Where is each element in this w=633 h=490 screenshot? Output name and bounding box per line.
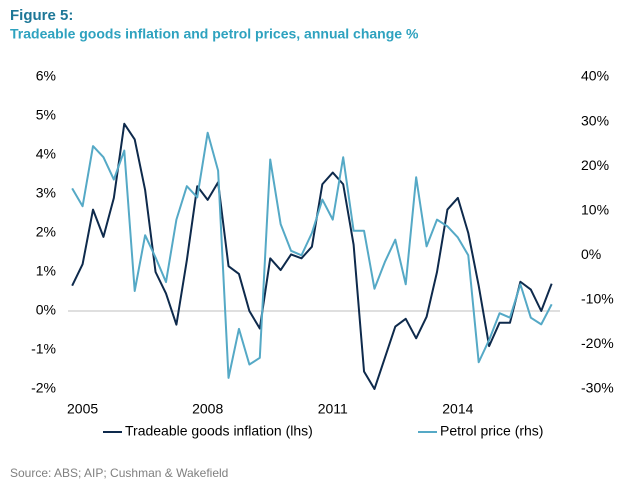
y-tick-label: 0%	[36, 302, 56, 318]
y-tick-label: -1%	[31, 341, 56, 357]
y2-tick-label: 0%	[581, 246, 601, 262]
y-tick-label: 5%	[36, 107, 56, 123]
x-tick-label: 2014	[442, 401, 473, 417]
y-tick-label: 2%	[36, 224, 56, 240]
y-tick-label: -2%	[31, 380, 56, 396]
legend-label: Tradeable goods inflation (lhs)	[125, 423, 313, 439]
x-tick-label: 2008	[192, 401, 223, 417]
y-tick-label: 3%	[36, 185, 56, 201]
y-tick-label: 6%	[36, 68, 56, 84]
x-tick-label: 2011	[318, 401, 348, 417]
y2-tick-label: -20%	[581, 335, 614, 351]
series-line	[71, 122, 553, 390]
y2-tick-label: 10%	[581, 201, 609, 217]
legend-label: Petrol price (rhs)	[440, 423, 543, 439]
y-tick-label: 1%	[36, 263, 56, 279]
y2-tick-label: -10%	[581, 291, 614, 307]
y2-tick-label: 30%	[581, 112, 609, 128]
x-tick-label: 2005	[67, 401, 98, 417]
y2-tick-label: 40%	[581, 68, 609, 84]
y2-tick-label: 20%	[581, 157, 609, 173]
y2-tick-label: -30%	[581, 380, 614, 396]
series-line	[71, 131, 553, 379]
source-note: Source: ABS; AIP; Cushman & Wakefield	[10, 466, 228, 480]
chart-subtitle: Tradeable goods inflation and petrol pri…	[10, 26, 419, 42]
y-tick-label: 4%	[36, 146, 56, 162]
chart-title: Figure 5:	[10, 7, 73, 24]
